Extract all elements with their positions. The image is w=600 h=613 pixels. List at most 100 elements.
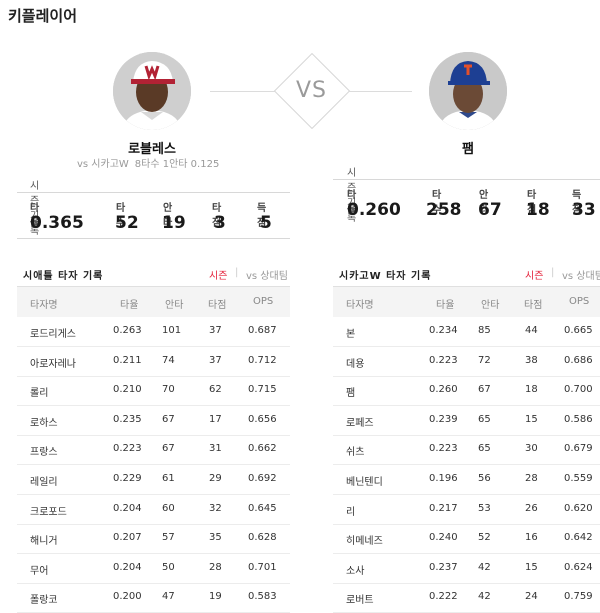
stat-cell: 0.204 [113, 561, 142, 573]
season-divider [333, 179, 600, 180]
tab-season[interactable]: 시즌 [525, 271, 544, 282]
stat-cell: 31 [209, 443, 222, 455]
stat-cell: 0.223 [113, 443, 142, 455]
stat-cell: 67 [162, 443, 175, 455]
player-name-cell[interactable]: 로드리게스 [30, 329, 76, 340]
stat-cell: 74 [162, 354, 175, 366]
stat-cell: 0.239 [429, 413, 458, 425]
stat-cell: 0.260 [429, 384, 458, 396]
player-left-vs-game: 8타수 1안타 0.125 [134, 159, 220, 170]
stat-cell: 0.235 [113, 413, 142, 425]
stat-cell: 0.240 [429, 532, 458, 544]
stat-cell: 0.234 [429, 325, 458, 336]
stat-cell: 42 [478, 561, 491, 573]
stat-cell: 67 [478, 384, 491, 396]
player-name-cell[interactable]: 히메네즈 [346, 536, 383, 548]
stat-cell: 65 [478, 443, 491, 455]
table-row: 로페즈 0.239 65 15 0.586 [333, 406, 600, 436]
season-header: 타점 [212, 203, 222, 229]
stat-cell: 35 [209, 532, 222, 544]
season-value: 52 [115, 213, 139, 233]
season-header: 안타 [163, 203, 173, 229]
stat-cell: 0.229 [113, 473, 142, 484]
player-name-cell[interactable]: 로버트 [346, 595, 374, 607]
player-left-name: 로블레스 [128, 142, 176, 157]
stat-cell: 37 [209, 325, 222, 336]
stat-cell: 38 [525, 354, 538, 366]
player-right-name: 팸 [462, 142, 474, 157]
stat-cell: 61 [162, 473, 175, 484]
player-name-cell[interactable]: 로하스 [30, 417, 58, 429]
stat-cell: 44 [525, 325, 538, 336]
column-header: OPS [569, 296, 590, 307]
stat-cell: 15 [525, 561, 538, 573]
vs-divider-left [210, 91, 282, 92]
player-name-cell[interactable]: 폴랑코 [30, 595, 58, 607]
table-row: 크로포드 0.204 60 32 0.645 [17, 495, 290, 525]
table-row: 쉬츠 0.223 65 30 0.679 [333, 435, 600, 466]
stat-cell: 65 [478, 413, 491, 425]
season-divider [17, 238, 290, 239]
stat-cell: 15 [525, 413, 538, 425]
season-header: 득점 [257, 203, 267, 229]
table-row: 베닌텐디 0.196 56 28 0.559 [333, 465, 600, 495]
stat-cell: 0.223 [429, 354, 458, 366]
table-row: 해니거 0.207 57 35 0.628 [17, 524, 290, 555]
stat-cell: 0.701 [248, 561, 277, 573]
player-name-cell[interactable]: 리 [346, 506, 356, 518]
player-name-cell[interactable]: 프랑스 [30, 447, 58, 459]
season-value: 33 [572, 200, 596, 220]
stat-cell: 52 [478, 532, 491, 544]
stat-cell: 26 [525, 502, 538, 514]
tab-vs-opponent[interactable]: vs 상대팀 [246, 271, 288, 282]
stat-cell: 37 [209, 354, 222, 366]
stat-cell: 0.217 [429, 502, 458, 514]
player-name-cell[interactable]: 데용 [346, 358, 365, 370]
stat-cell: 67 [162, 413, 175, 425]
player-name-cell[interactable]: 쉬츠 [346, 447, 365, 459]
table-row: 레일리 0.229 61 29 0.692 [17, 465, 290, 495]
tab-vs-opponent[interactable]: vs 상대팀 [562, 271, 600, 282]
stat-cell: 85 [478, 325, 491, 336]
stat-cell: 53 [478, 502, 491, 514]
player-name-cell[interactable]: 무어 [30, 565, 49, 577]
stat-cell: 50 [162, 561, 175, 573]
season-header: 타점 [527, 190, 537, 216]
stat-cell: 17 [209, 413, 222, 425]
stat-cell: 0.686 [564, 354, 593, 366]
player-left-photo [113, 52, 191, 130]
stat-cell: 0.586 [564, 413, 593, 425]
stat-cell: 0.583 [248, 591, 277, 603]
player-name-cell[interactable]: 본 [346, 329, 356, 340]
player-name-cell[interactable]: 아로자레나 [30, 358, 76, 370]
player-name-cell[interactable]: 롤리 [30, 388, 49, 400]
stat-cell: 57 [162, 532, 175, 544]
season-divider [17, 192, 290, 193]
player-name-cell[interactable]: 해니거 [30, 536, 58, 548]
season-value: 19 [162, 213, 186, 233]
vs-divider-right [340, 91, 412, 92]
tab-divider: | [235, 267, 239, 278]
player-name-cell[interactable]: 베닌텐디 [346, 477, 383, 488]
table-row: 본 0.234 85 44 0.665 [333, 317, 600, 347]
season-header: 타율 [347, 190, 357, 216]
stat-cell: 42 [478, 591, 491, 603]
stat-cell: 18 [525, 384, 538, 396]
player-name-cell[interactable]: 로페즈 [346, 417, 374, 429]
player-name-cell[interactable]: 레일리 [30, 477, 58, 488]
tab-season[interactable]: 시즌 [209, 271, 228, 282]
stat-cell: 70 [162, 384, 175, 396]
table-title: 시카고W 타자 기록 [339, 271, 432, 282]
player-name-cell[interactable]: 크로포드 [30, 506, 67, 518]
stat-cell: 0.715 [248, 384, 277, 396]
player-name-cell[interactable]: 소사 [346, 565, 365, 577]
stat-cell: 24 [525, 591, 538, 603]
table-row: 로하스 0.235 67 17 0.656 [17, 406, 290, 436]
stat-cell: 30 [525, 443, 538, 455]
player-name-cell[interactable]: 팸 [346, 388, 356, 400]
table-row: 아로자레나 0.211 74 37 0.712 [17, 347, 290, 377]
stat-cell: 0.237 [429, 561, 458, 573]
table-row: 데용 0.223 72 38 0.686 [333, 347, 600, 377]
table-row: 폴랑코 0.200 47 19 0.583 [17, 583, 290, 613]
stat-cell: 60 [162, 502, 175, 514]
